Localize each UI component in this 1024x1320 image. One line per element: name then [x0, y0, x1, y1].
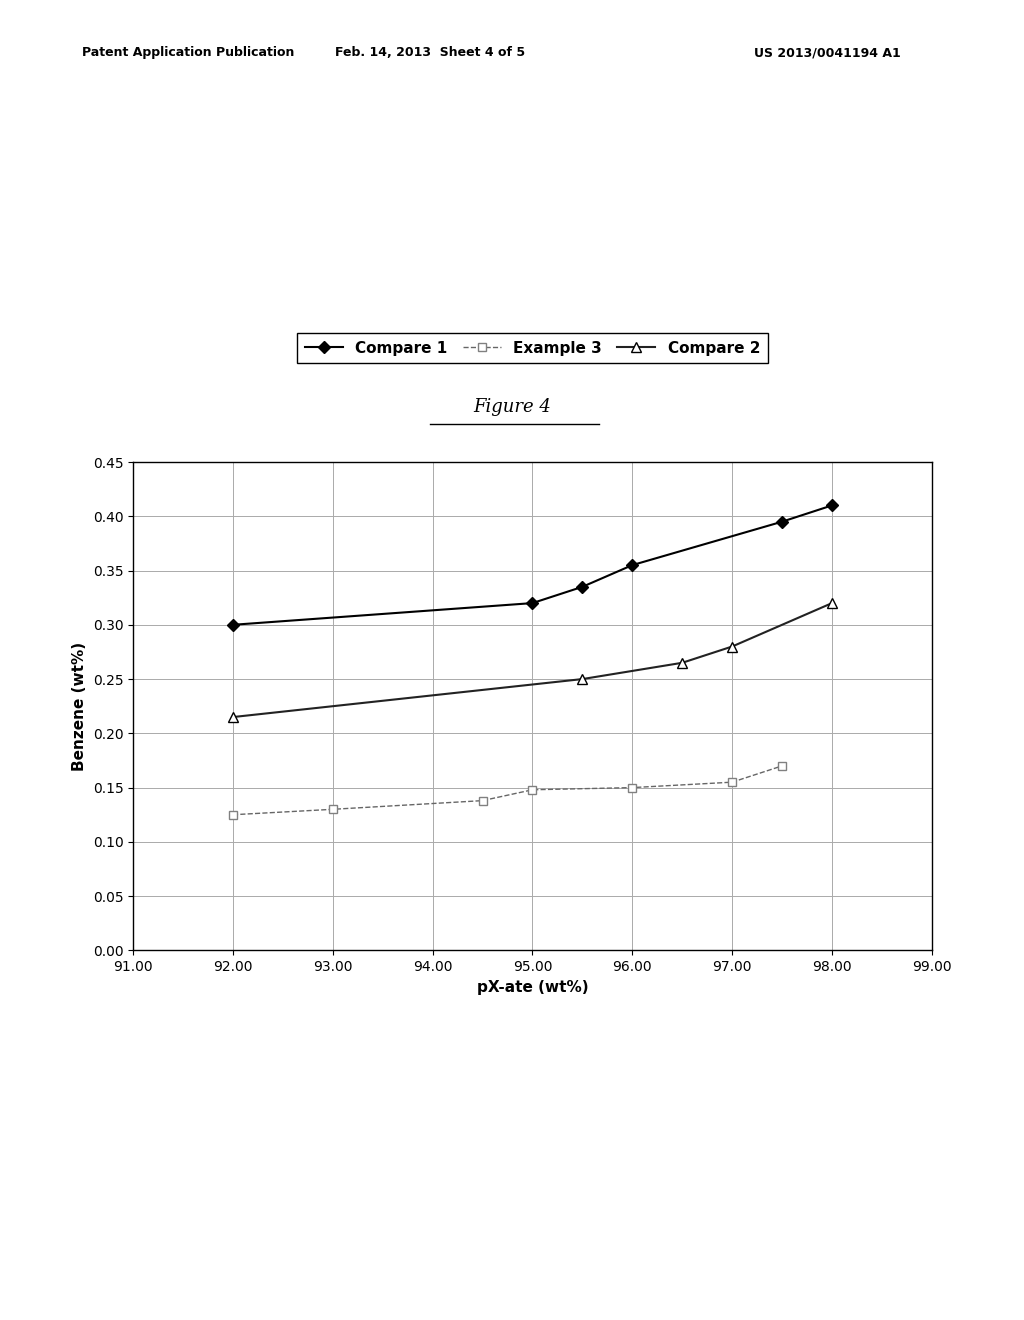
Example 3 — [626, 780, 638, 796]
Example 3 — [327, 801, 339, 817]
Example 3 — [227, 807, 240, 822]
Example 3 — [726, 775, 738, 791]
Line: Example 3: Example 3 — [228, 762, 786, 818]
Compare 1 — [825, 498, 838, 513]
Compare 2 — [227, 709, 240, 725]
Compare 1 — [776, 513, 788, 529]
Legend: Compare 1, Example 3, Compare 2: Compare 1, Example 3, Compare 2 — [297, 333, 768, 363]
Example 3 — [476, 793, 488, 809]
Compare 1 — [526, 595, 539, 611]
Example 3 — [776, 758, 788, 774]
Y-axis label: Benzene (wt%): Benzene (wt%) — [72, 642, 87, 771]
Text: US 2013/0041194 A1: US 2013/0041194 A1 — [755, 46, 901, 59]
Compare 1 — [227, 616, 240, 632]
Compare 1 — [626, 557, 638, 573]
Text: Feb. 14, 2013  Sheet 4 of 5: Feb. 14, 2013 Sheet 4 of 5 — [335, 46, 525, 59]
X-axis label: pX-ate (wt%): pX-ate (wt%) — [476, 979, 589, 995]
Compare 2 — [726, 639, 738, 655]
Text: Patent Application Publication: Patent Application Publication — [82, 46, 294, 59]
Line: Compare 2: Compare 2 — [228, 598, 837, 722]
Compare 2 — [825, 595, 838, 611]
Compare 2 — [676, 655, 688, 671]
Compare 1 — [577, 579, 589, 595]
Example 3 — [526, 781, 539, 797]
Text: Figure 4: Figure 4 — [473, 397, 551, 416]
Compare 2 — [577, 671, 589, 686]
Line: Compare 1: Compare 1 — [228, 502, 837, 628]
